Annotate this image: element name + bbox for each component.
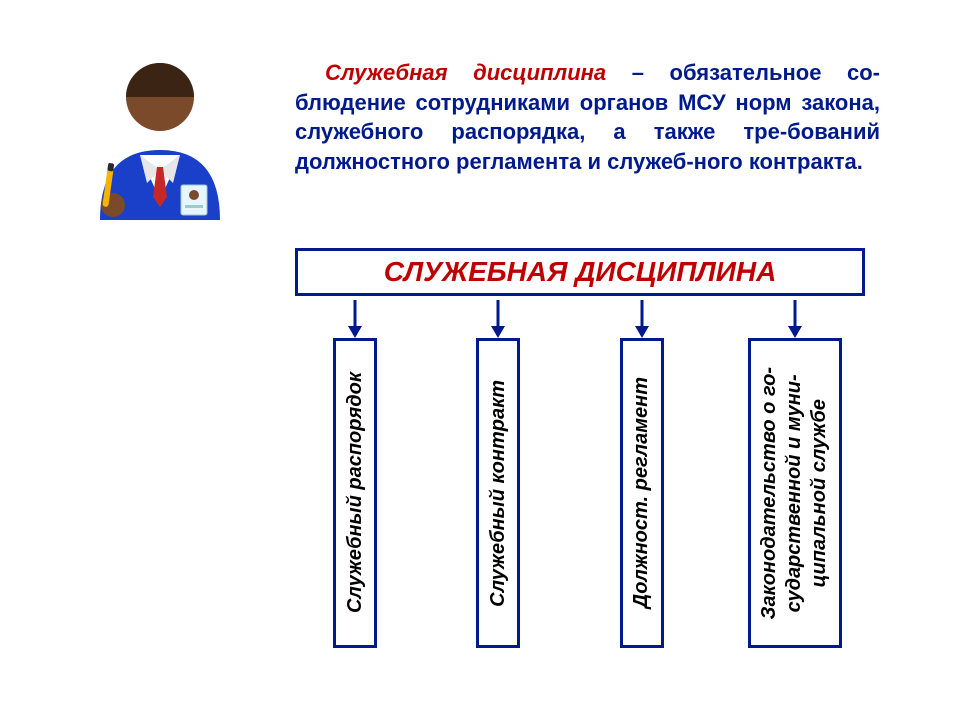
branch-box-3: Должност. регламент	[620, 338, 664, 648]
definition-paragraph: Служебная дисциплина – обязательное со-б…	[295, 58, 880, 177]
branch-col-1: Служебный распорядок	[295, 300, 415, 650]
branch-columns: Служебный распорядок Служебный контракт …	[295, 300, 865, 650]
branch-label-1: Служебный распорядок	[343, 372, 368, 613]
definition-term: Служебная дисциплина	[325, 60, 606, 85]
branch-label-3: Должност. регламент	[629, 377, 654, 608]
arrow-down-icon	[632, 300, 652, 338]
branch-box-4: Законодательство о го- сударственной и м…	[748, 338, 842, 648]
arrow-down-icon	[488, 300, 508, 338]
branch-col-4: Законодательство о го- сударственной и м…	[725, 300, 865, 650]
title-box: СЛУЖЕБНАЯ ДИСЦИПЛИНА	[295, 248, 865, 296]
branch-box-2: Служебный контракт	[476, 338, 520, 648]
arrow-down-icon	[345, 300, 365, 338]
branch-label-2: Служебный контракт	[486, 380, 511, 607]
branch-col-2: Служебный контракт	[438, 300, 558, 650]
branch-box-1: Служебный распорядок	[333, 338, 377, 648]
branch-col-3: Должност. регламент	[582, 300, 702, 650]
branch-label-4: Законодательство о го- сударственной и м…	[757, 367, 832, 619]
arrow-down-icon	[785, 300, 805, 338]
title-box-text: СЛУЖЕБНАЯ ДИСЦИПЛИНА	[384, 256, 777, 288]
official-person-icon	[85, 55, 235, 220]
